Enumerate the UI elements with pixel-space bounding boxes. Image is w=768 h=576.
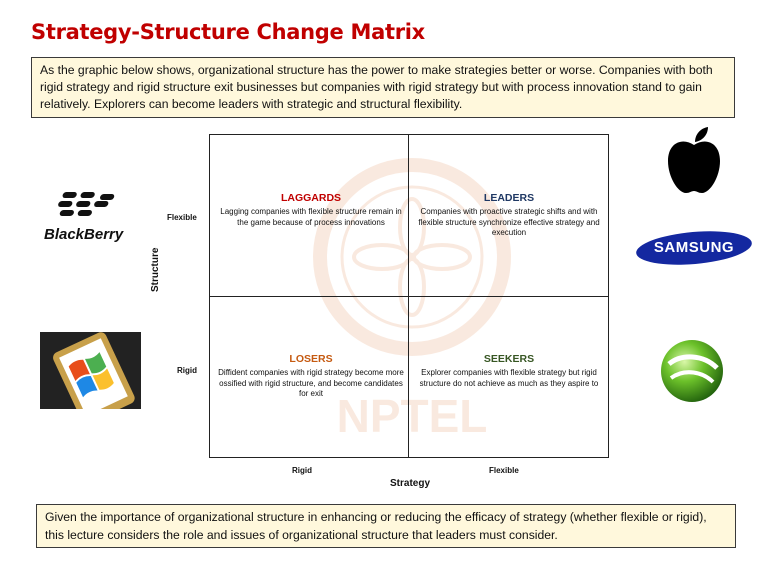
intro-text-box: As the graphic below shows, organization… <box>31 57 735 118</box>
quadrant-desc-seekers: Explorer companies with flexible strateg… <box>419 368 599 388</box>
y-tick-rigid: Rigid <box>177 366 197 375</box>
quadrant-title-losers: LOSERS <box>289 353 333 365</box>
quadrant-title-laggards: LAGGARDS <box>280 192 342 204</box>
blackberry-wordmark: BlackBerry <box>44 226 124 243</box>
quadrant-desc-leaders: Companies with proactive strategic shift… <box>418 207 600 237</box>
quadrant-title-leaders: LEADERS <box>483 192 535 204</box>
quadrant-desc-losers: Diffident companies with rigid strategy … <box>218 368 404 398</box>
x-tick-flexible: Flexible <box>489 466 519 475</box>
blackberry-logo: BlackBerry <box>44 190 134 246</box>
y-axis-title: Structure <box>150 247 161 292</box>
apple-logo <box>664 125 724 195</box>
conclusion-text-box: Given the importance of organizational s… <box>36 504 736 548</box>
y-tick-flexible: Flexible <box>167 213 197 222</box>
matrix-horizontal-divider <box>210 296 608 297</box>
x-tick-rigid: Rigid <box>292 466 312 475</box>
page-title: Strategy-Structure Change Matrix <box>31 20 425 44</box>
sony-ericsson-logo <box>659 338 725 404</box>
nptel-watermark: NPTEL <box>313 158 511 437</box>
blackberry-icon <box>58 192 115 216</box>
windows-mobile-logo <box>40 332 141 409</box>
apple-icon <box>668 127 720 193</box>
windows-flag-icon <box>40 332 141 409</box>
quadrant-desc-laggards: Lagging companies with flexible structur… <box>220 207 402 227</box>
x-axis-title: Strategy <box>390 478 431 489</box>
samsung-wordmark: SAMSUNG <box>653 239 735 256</box>
strategy-structure-matrix: NPTEL LAGGARDS Lagging companies with fl… <box>209 134 609 458</box>
quadrant-laggards: LAGGARDS Lagging companies with flexible… <box>216 192 406 228</box>
samsung-ellipse-icon <box>636 231 752 265</box>
quadrant-leaders: LEADERS Companies with proactive strateg… <box>414 192 604 239</box>
samsung-logo: SAMSUNG <box>635 228 753 268</box>
svg-text:NPTEL: NPTEL <box>337 390 488 437</box>
quadrant-seekers: SEEKERS Explorer companies with flexible… <box>414 353 604 389</box>
sony-ericsson-sphere-icon <box>661 340 723 402</box>
quadrant-title-seekers: SEEKERS <box>483 353 535 365</box>
quadrant-losers: LOSERS Diffident companies with rigid st… <box>216 353 406 400</box>
